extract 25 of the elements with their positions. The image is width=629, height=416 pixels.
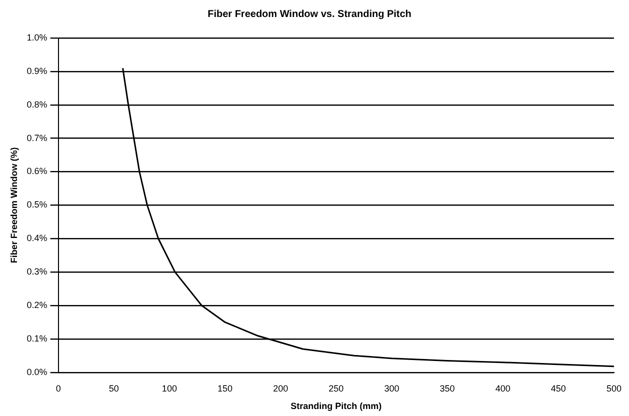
y-tick-label: 0.7% — [26, 132, 48, 143]
y-tick-label: 0.6% — [26, 166, 48, 176]
x-tick-label: 450 — [550, 383, 566, 394]
y-tick-label: 0.3% — [26, 266, 48, 277]
x-tick-label: 350 — [440, 383, 455, 394]
y-tick-label: 0.1% — [26, 333, 48, 344]
x-axis-title: Stranding Pitch (mm) — [290, 401, 382, 412]
y-tick-label: 0.5% — [26, 200, 48, 210]
x-tick-label: 50 — [108, 383, 119, 394]
y-tick-label: 0.2% — [26, 300, 48, 310]
x-tick-label: 100 — [162, 383, 177, 394]
chart-title: Fiber Freedom Window vs. Stranding Pitch — [208, 8, 412, 20]
x-tick-label: 150 — [218, 383, 233, 394]
x-tick-label: 400 — [495, 383, 510, 394]
y-tick-label: 0.4% — [26, 233, 48, 244]
x-tick-label: 200 — [273, 383, 288, 394]
x-tick-label: 500 — [606, 383, 622, 394]
x-tick-label: 250 — [328, 383, 344, 394]
x-tick-label: 300 — [384, 383, 400, 394]
y-tick-label: 0.0% — [26, 366, 48, 377]
x-tick-label: 0 — [56, 383, 61, 394]
y-tick-label: 0.9% — [26, 66, 48, 76]
y-tick-label: 1.0% — [26, 32, 48, 42]
y-tick-label: 0.8% — [26, 99, 48, 110]
y-axis-title: Fiber Freedom Window (%) — [8, 147, 19, 264]
